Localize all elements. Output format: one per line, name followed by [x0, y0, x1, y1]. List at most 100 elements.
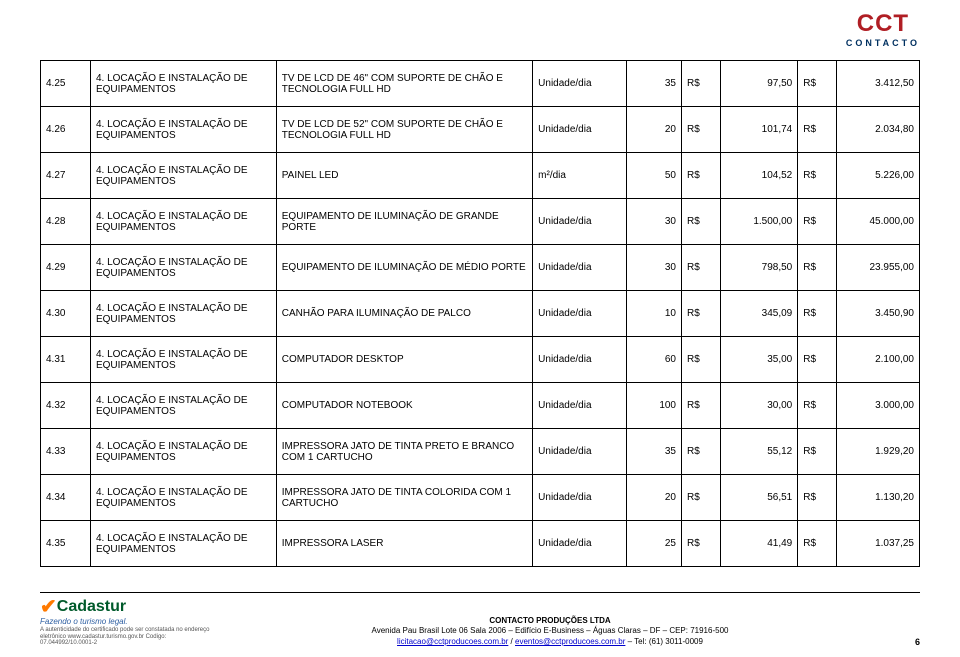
pricing-table: 4.254. LOCAÇÃO E INSTALAÇÃO DE EQUIPAMEN… [40, 60, 920, 567]
cell-cur2: R$ [798, 429, 837, 475]
cell-num: 4.27 [41, 153, 91, 199]
cell-desc: IMPRESSORA JATO DE TINTA PRETO E BRANCO … [276, 429, 532, 475]
footer-email2[interactable]: eventos@cctproducoes.com.br [515, 637, 625, 646]
cell-cat: 4. LOCAÇÃO E INSTALAÇÃO DE EQUIPAMENTOS [90, 107, 276, 153]
cadastur-badge: ✔Cadastur Fazendo o turismo legal. A aut… [40, 596, 210, 647]
footer-company: CONTACTO PRODUÇÕES LTDA [210, 616, 890, 626]
cell-p1: 30,00 [721, 383, 798, 429]
cell-num: 4.35 [41, 521, 91, 567]
cell-p1: 55,12 [721, 429, 798, 475]
cell-cur2: R$ [798, 245, 837, 291]
cell-cur1: R$ [682, 337, 721, 383]
cell-cur2: R$ [798, 153, 837, 199]
cadastur-note2: eletrônico www.cadastur.turismo.gov.br C… [40, 634, 210, 647]
cell-cat: 4. LOCAÇÃO E INSTALAÇÃO DE EQUIPAMENTOS [90, 337, 276, 383]
cell-cur1: R$ [682, 291, 721, 337]
logo-sub: CONTACTO [846, 38, 920, 48]
cell-cur2: R$ [798, 475, 837, 521]
cell-unit: Unidade/dia [533, 291, 626, 337]
cell-p2: 1.929,20 [837, 429, 920, 475]
cell-desc: EQUIPAMENTO DE ILUMINAÇÃO DE GRANDE PORT… [276, 199, 532, 245]
cell-cat: 4. LOCAÇÃO E INSTALAÇÃO DE EQUIPAMENTOS [90, 245, 276, 291]
cell-cur1: R$ [682, 521, 721, 567]
table-row: 4.354. LOCAÇÃO E INSTALAÇÃO DE EQUIPAMEN… [41, 521, 920, 567]
cell-unit: m²/dia [533, 153, 626, 199]
cell-p2: 3.000,00 [837, 383, 920, 429]
table-row: 4.274. LOCAÇÃO E INSTALAÇÃO DE EQUIPAMEN… [41, 153, 920, 199]
cell-desc: EQUIPAMENTO DE ILUMINAÇÃO DE MÉDIO PORTE [276, 245, 532, 291]
cadastur-brand: Cadastur [57, 598, 126, 615]
table-row: 4.314. LOCAÇÃO E INSTALAÇÃO DE EQUIPAMEN… [41, 337, 920, 383]
cell-desc: IMPRESSORA JATO DE TINTA COLORIDA COM 1 … [276, 475, 532, 521]
cell-cat: 4. LOCAÇÃO E INSTALAÇÃO DE EQUIPAMENTOS [90, 383, 276, 429]
cell-qty: 25 [626, 521, 681, 567]
table-row: 4.304. LOCAÇÃO E INSTALAÇÃO DE EQUIPAMEN… [41, 291, 920, 337]
cell-qty: 60 [626, 337, 681, 383]
cell-num: 4.26 [41, 107, 91, 153]
cell-p2: 5.226,00 [837, 153, 920, 199]
cell-p1: 101,74 [721, 107, 798, 153]
table-row: 4.264. LOCAÇÃO E INSTALAÇÃO DE EQUIPAMEN… [41, 107, 920, 153]
cell-p1: 97,50 [721, 61, 798, 107]
cell-p2: 2.100,00 [837, 337, 920, 383]
footer-center: CONTACTO PRODUÇÕES LTDA Avenida Pau Bras… [210, 616, 890, 647]
cell-qty: 20 [626, 107, 681, 153]
cell-p2: 3.450,90 [837, 291, 920, 337]
cell-qty: 30 [626, 245, 681, 291]
cell-unit: Unidade/dia [533, 337, 626, 383]
cell-cur1: R$ [682, 429, 721, 475]
cell-cur2: R$ [798, 383, 837, 429]
table-row: 4.284. LOCAÇÃO E INSTALAÇÃO DE EQUIPAMEN… [41, 199, 920, 245]
cell-cur1: R$ [682, 153, 721, 199]
cell-cur1: R$ [682, 199, 721, 245]
cell-cat: 4. LOCAÇÃO E INSTALAÇÃO DE EQUIPAMENTOS [90, 429, 276, 475]
cell-desc: COMPUTADOR NOTEBOOK [276, 383, 532, 429]
footer-email1[interactable]: licitacao@cctproducoes.com.br [397, 637, 508, 646]
cell-p1: 56,51 [721, 475, 798, 521]
footer-phone: – Tel: (61) 3011-0009 [625, 637, 703, 646]
cell-num: 4.28 [41, 199, 91, 245]
cell-qty: 35 [626, 429, 681, 475]
cadastur-note1: A autenticidade do certificado pode ser … [40, 627, 210, 634]
cell-p1: 104,52 [721, 153, 798, 199]
cell-num: 4.34 [41, 475, 91, 521]
cell-cur2: R$ [798, 107, 837, 153]
cell-cur2: R$ [798, 521, 837, 567]
cell-qty: 30 [626, 199, 681, 245]
cell-desc: IMPRESSORA LASER [276, 521, 532, 567]
cell-unit: Unidade/dia [533, 61, 626, 107]
company-logo: CCT CONTACTO [846, 10, 920, 48]
table-row: 4.344. LOCAÇÃO E INSTALAÇÃO DE EQUIPAMEN… [41, 475, 920, 521]
cell-unit: Unidade/dia [533, 475, 626, 521]
cadastur-tag: Fazendo o turismo legal. [40, 618, 210, 627]
cell-num: 4.33 [41, 429, 91, 475]
cell-desc: TV DE LCD DE 52" COM SUPORTE DE CHÃO E T… [276, 107, 532, 153]
cell-num: 4.32 [41, 383, 91, 429]
cell-cur2: R$ [798, 61, 837, 107]
cell-cat: 4. LOCAÇÃO E INSTALAÇÃO DE EQUIPAMENTOS [90, 199, 276, 245]
cell-num: 4.30 [41, 291, 91, 337]
cell-cur2: R$ [798, 291, 837, 337]
cell-qty: 35 [626, 61, 681, 107]
table-row: 4.254. LOCAÇÃO E INSTALAÇÃO DE EQUIPAMEN… [41, 61, 920, 107]
cell-cat: 4. LOCAÇÃO E INSTALAÇÃO DE EQUIPAMENTOS [90, 521, 276, 567]
cell-cur1: R$ [682, 107, 721, 153]
page-footer: ✔Cadastur Fazendo o turismo legal. A aut… [0, 592, 960, 647]
page-number: 6 [890, 637, 920, 647]
cell-p2: 45.000,00 [837, 199, 920, 245]
cell-cur1: R$ [682, 383, 721, 429]
cell-p1: 798,50 [721, 245, 798, 291]
cell-num: 4.25 [41, 61, 91, 107]
cell-unit: Unidade/dia [533, 245, 626, 291]
cell-cur2: R$ [798, 199, 837, 245]
cell-cat: 4. LOCAÇÃO E INSTALAÇÃO DE EQUIPAMENTOS [90, 61, 276, 107]
cell-p1: 35,00 [721, 337, 798, 383]
cell-unit: Unidade/dia [533, 107, 626, 153]
cell-p1: 1.500,00 [721, 199, 798, 245]
cell-p2: 1.037,25 [837, 521, 920, 567]
cell-num: 4.31 [41, 337, 91, 383]
footer-address: Avenida Pau Brasil Lote 06 Sala 2006 – E… [210, 626, 890, 636]
cell-p2: 1.130,20 [837, 475, 920, 521]
cell-qty: 10 [626, 291, 681, 337]
cell-p2: 2.034,80 [837, 107, 920, 153]
